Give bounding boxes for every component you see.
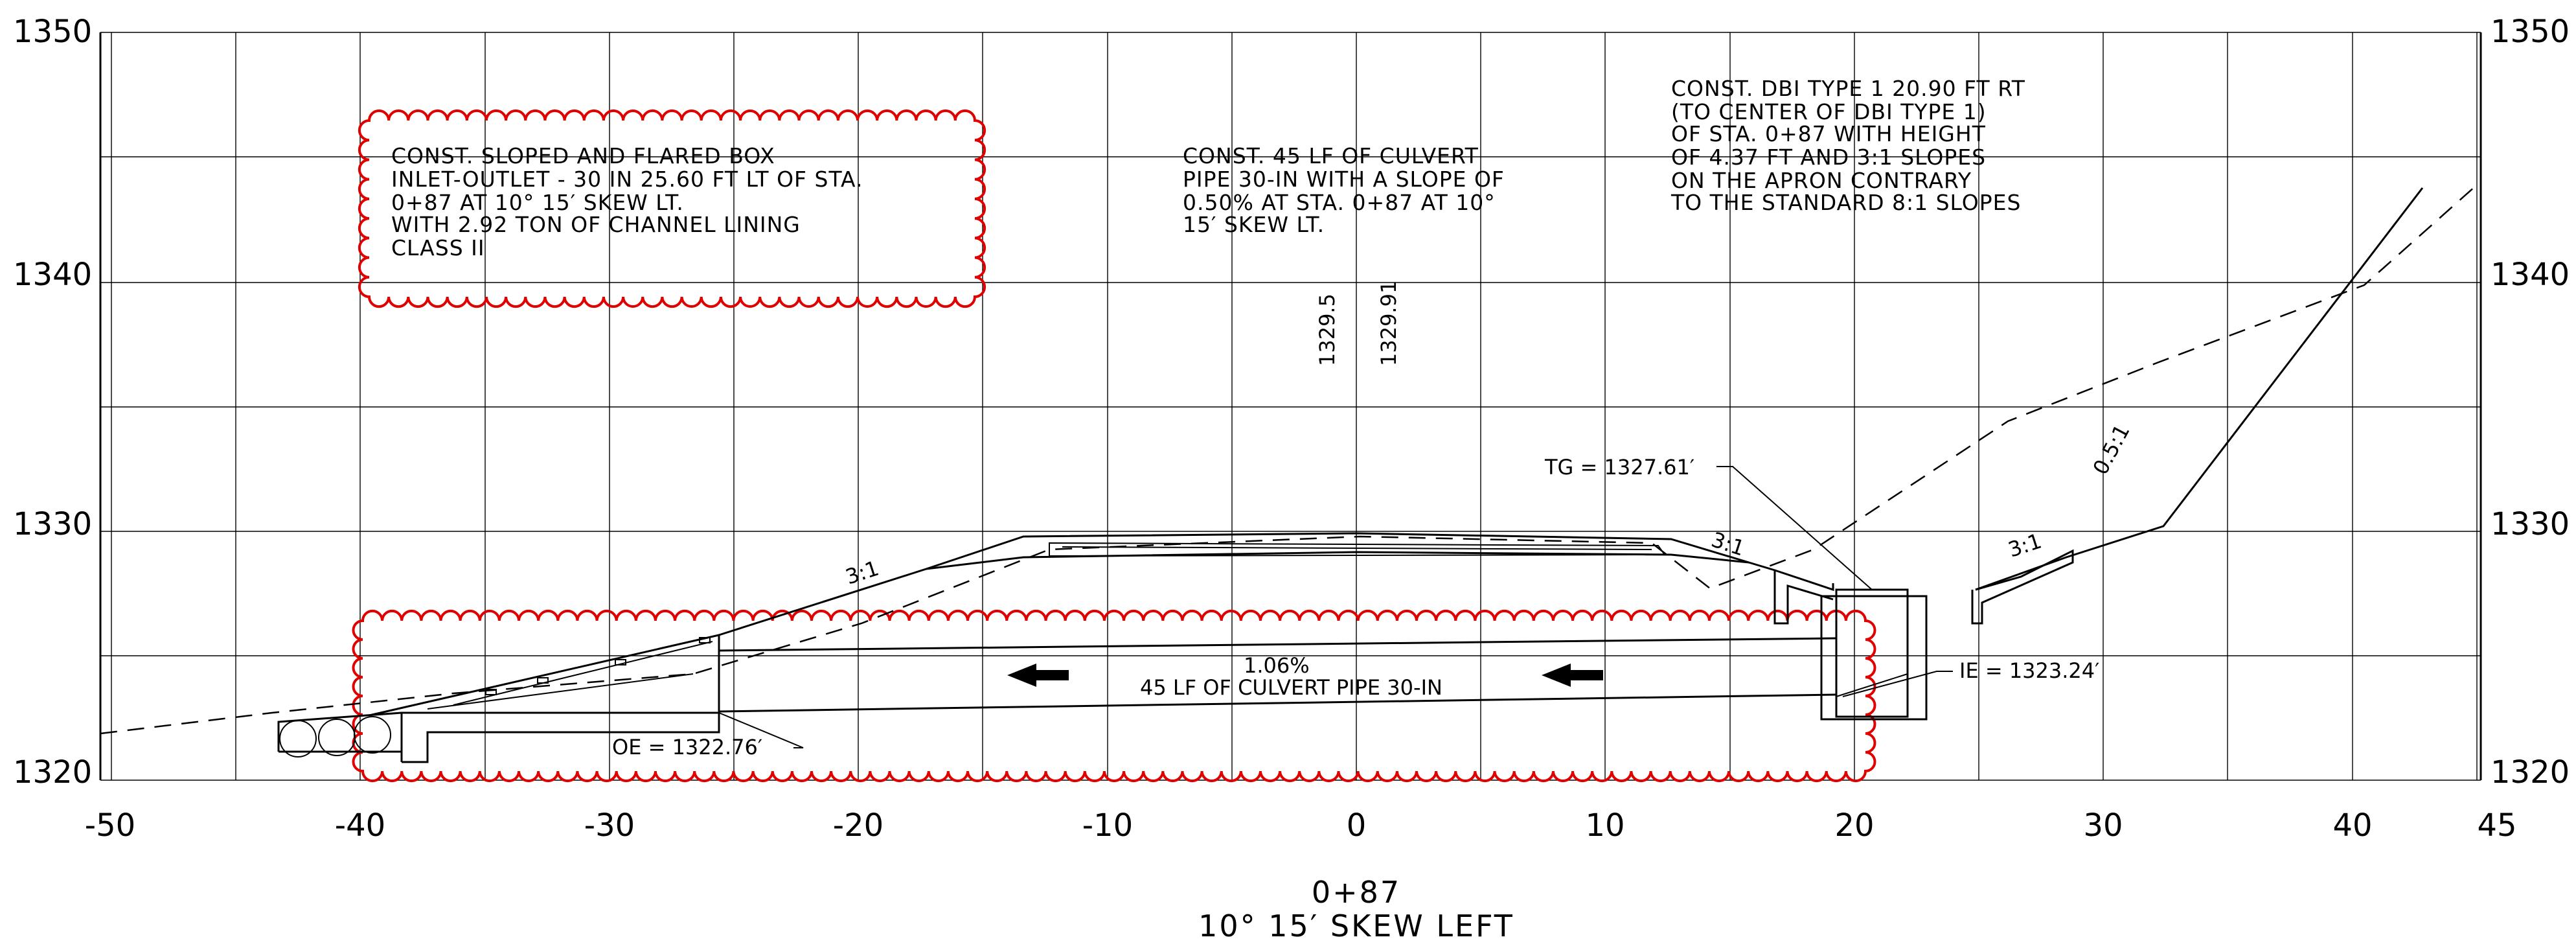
x-tick-label: 45 <box>2477 807 2516 844</box>
x-tick-label: -20 <box>833 807 883 844</box>
station-title: 0+87 <box>1312 875 1401 910</box>
x-tick-label: 30 <box>2083 807 2123 844</box>
slope-label: 3:1 <box>1709 527 1748 561</box>
oe-label: OE = 1322.76′ <box>612 735 762 759</box>
ie-label: IE = 1323.24′ <box>1959 658 2099 683</box>
culvert-note: CONST. 45 LF OF CULVERT PIPE 30-IN WITH … <box>1183 143 1505 237</box>
note-line: ON THE APRON CONTRARY <box>1671 168 1972 193</box>
note-line: OF 4.37 FT AND 3:1 SLOPES <box>1671 145 1986 170</box>
note-line: 0.50% AT STA. 0+87 AT 10° <box>1183 190 1496 215</box>
x-tick-label: 40 <box>2332 807 2372 844</box>
pipe-slope-label: 1.06% <box>1244 653 1310 678</box>
y-tick-label-right: 1350 <box>2491 14 2570 50</box>
revision-cloud-inlet-note <box>358 109 986 308</box>
y-tick-label: 1320 <box>13 754 92 791</box>
note-line: (TO CENTER OF DBI TYPE 1) <box>1671 99 1987 124</box>
inlet-outlet-note: CONST. SLOPED AND FLARED BOX INLET-OUTLE… <box>391 143 863 260</box>
elevation-label-vertical: 1329.91 <box>1376 281 1401 366</box>
grid <box>99 32 2482 781</box>
x-tick-label: -50 <box>85 807 135 844</box>
note-line: CONST. SLOPED AND FLARED BOX <box>391 143 775 168</box>
y-tick-label-right: 1340 <box>2491 257 2570 293</box>
x-tick-label: 20 <box>1834 807 1874 844</box>
note-line: INLET-OUTLET - 30 IN 25.60 FT LT OF STA. <box>391 167 863 192</box>
y-tick-label: 1340 <box>13 257 92 293</box>
skew-subtitle: 10° 15′ SKEW LEFT <box>1198 908 1514 943</box>
revision-cloud-culvert <box>352 610 1876 782</box>
note-line: CONST. DBI TYPE 1 20.90 FT RT <box>1671 76 2025 101</box>
y-tick-label: 1350 <box>13 14 92 50</box>
y-tick-label-right: 1330 <box>2491 506 2570 542</box>
flow-arrows <box>1007 664 1603 687</box>
note-line: 15′ SKEW LT. <box>1183 212 1325 237</box>
slope-label: 3:1 <box>2005 529 2045 562</box>
x-tick-label: -40 <box>335 807 385 844</box>
note-line: 0+87 AT 10° 15′ SKEW LT. <box>391 190 684 215</box>
note-line: CLASS II <box>391 235 485 260</box>
x-tick-label: 0 <box>1347 807 1367 844</box>
x-axis: -50 -40 -30 -20 -10 0 10 20 30 40 45 <box>85 807 2517 844</box>
slope-label: 0.5:1 <box>2088 420 2135 478</box>
y-tick-label: 1330 <box>13 506 92 542</box>
dbi-note: CONST. DBI TYPE 1 20.90 FT RT (TO CENTER… <box>1670 76 2025 215</box>
tg-callout: TG = 1327.61′ <box>1544 455 1873 590</box>
x-tick-label: -10 <box>1082 807 1133 844</box>
tg-label: TG = 1327.61′ <box>1544 455 1694 480</box>
elevation-label-vertical: 1329.5 <box>1315 294 1339 366</box>
oe-callout: OE = 1322.76′ <box>612 712 804 759</box>
note-line: OF STA. 0+87 WITH HEIGHT <box>1671 121 1986 146</box>
note-line: WITH 2.92 TON OF CHANNEL LINING <box>391 212 801 237</box>
note-line: TO THE STANDARD 8:1 SLOPES <box>1670 190 2021 215</box>
x-tick-label: -30 <box>584 807 635 844</box>
ie-callout: IE = 1323.24′ <box>1842 658 2099 697</box>
roadway-embankment <box>100 181 2481 763</box>
y-tick-label-right: 1320 <box>2491 754 2570 791</box>
note-line: PIPE 30-IN WITH A SLOPE OF <box>1183 167 1505 192</box>
x-tick-label: 10 <box>1585 807 1624 844</box>
pipe-label: 45 LF OF CULVERT PIPE 30-IN <box>1140 675 1442 700</box>
note-line: CONST. 45 LF OF CULVERT <box>1183 143 1479 168</box>
